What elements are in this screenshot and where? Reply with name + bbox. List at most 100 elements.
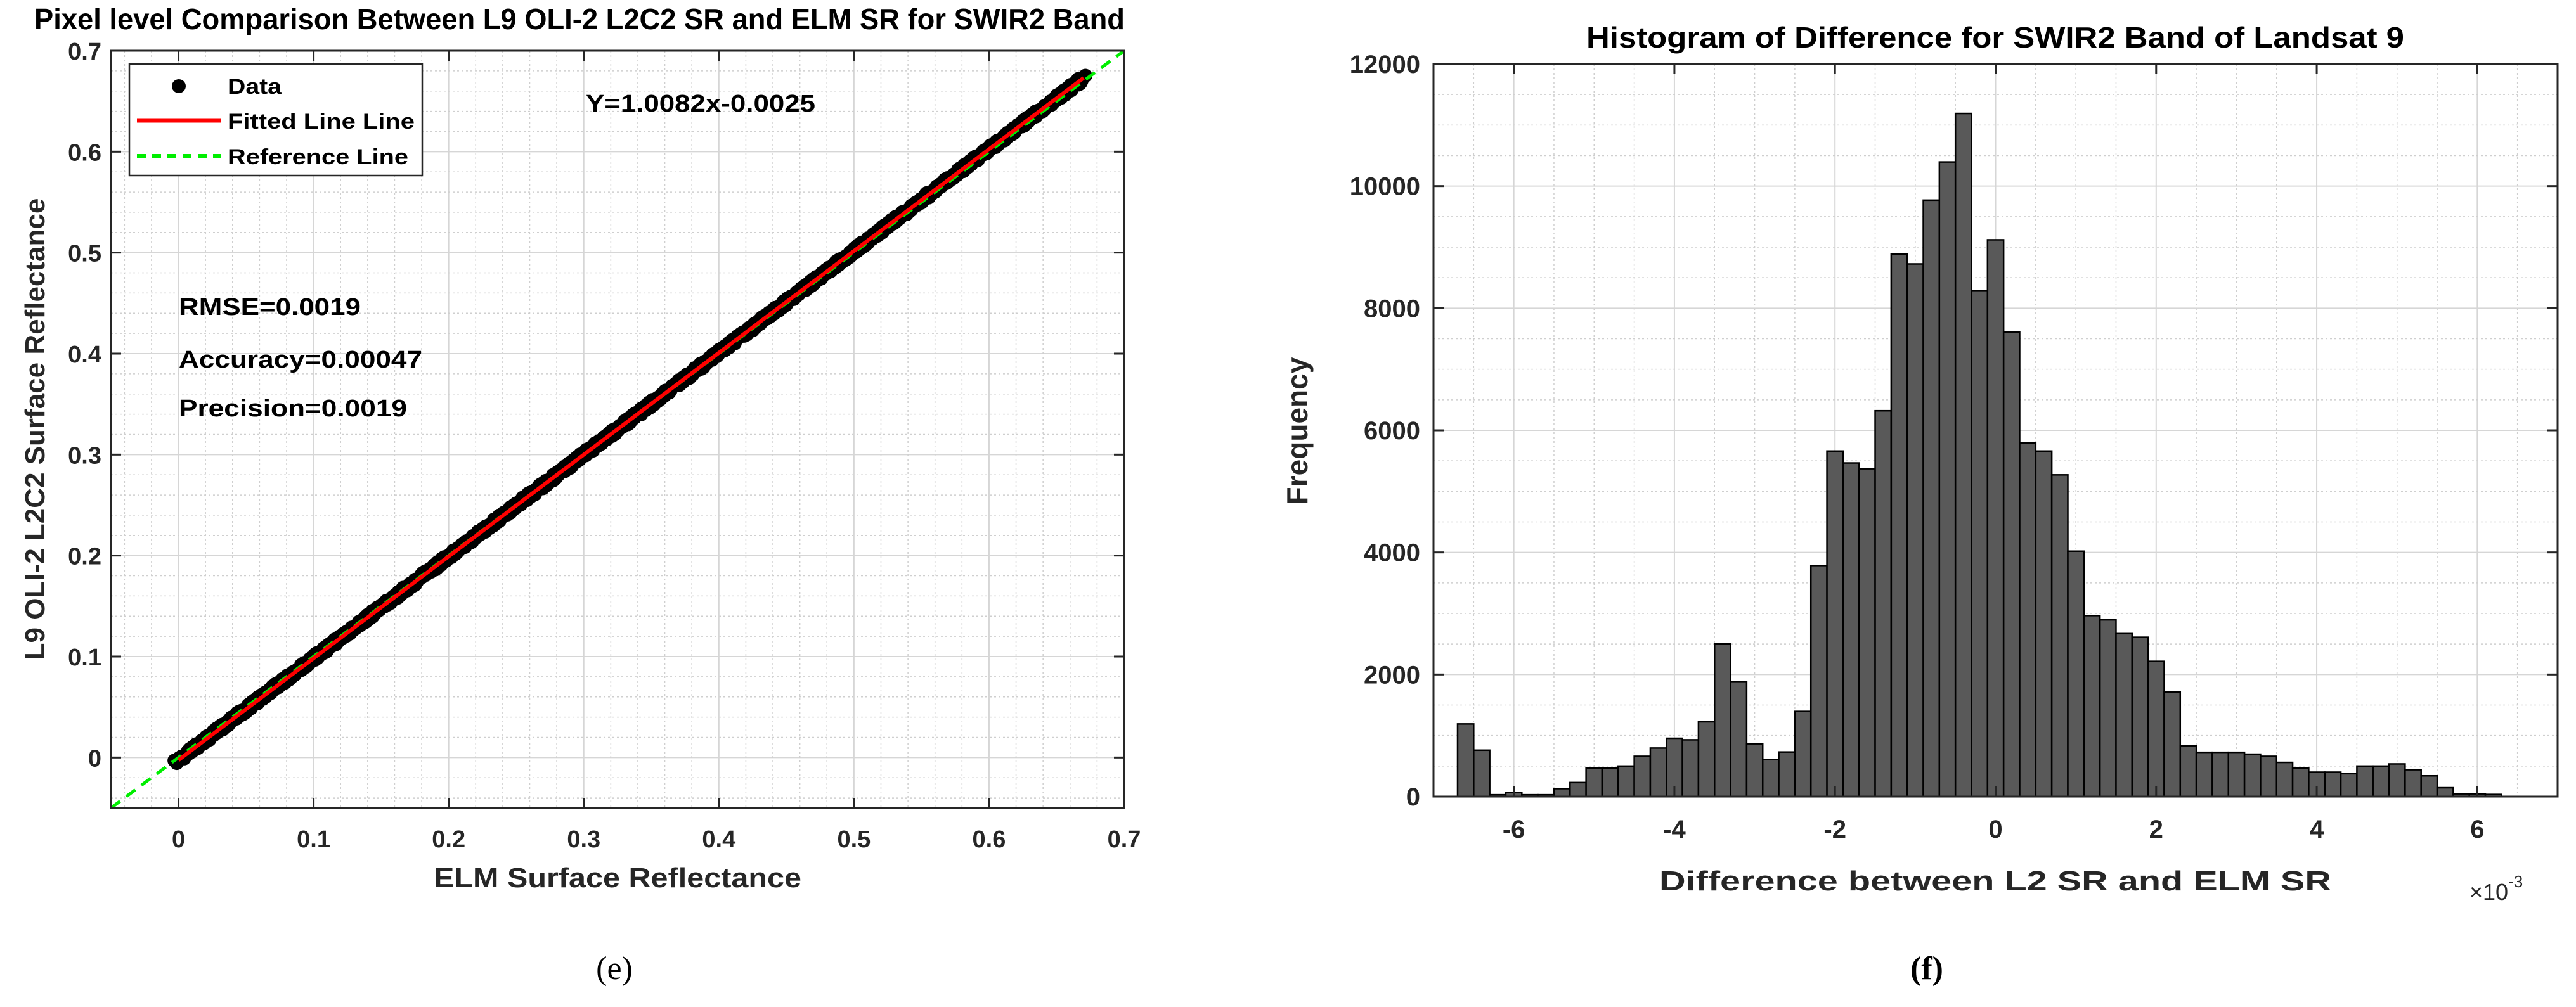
histogram-x-axis-label: Difference between L2 SR and ELM SR [1659, 866, 2331, 897]
scatter-title: Pixel level Comparison Between L9 OLI-2 … [34, 3, 1125, 35]
histogram-bar [1553, 788, 1571, 798]
x-tick-label: 0.6 [973, 826, 1006, 853]
scatter-legend: Data Fitted Line Line Reference Line [128, 63, 424, 177]
y-tick-label: 0 [88, 745, 101, 772]
x-tick-label: 0.7 [1108, 826, 1141, 853]
x-tick-label: 4 [2310, 816, 2324, 843]
histogram-bar [1569, 781, 1587, 798]
histogram-bar [1842, 462, 1860, 798]
histogram-bar [2436, 786, 2454, 798]
x-tick-label: 0 [1988, 816, 2002, 843]
histogram-title: Histogram of Difference for SWIR2 Band o… [1586, 21, 2404, 54]
histogram-y-axis-label: Frequency [1281, 357, 1314, 504]
y-tick-label: 4000 [1364, 539, 1420, 567]
precision-annotation: Precision=0.0019 [179, 395, 407, 422]
y-tick-label: 0.3 [68, 442, 101, 469]
y-tick-label: 0.4 [68, 342, 101, 368]
histogram-bar [1745, 743, 1764, 798]
histogram-bar [1778, 751, 1796, 798]
scatter-chart: 0 0.1 0.2 0.3 0.4 0.5 0.6 0.7 0 0.1 0.2 0.3 0.4 0.5 0.… [20, 3, 1141, 987]
histogram-bar [1601, 767, 1619, 798]
x-axis-exponent: -3 [2508, 872, 2523, 891]
histogram-bar [2147, 660, 2165, 798]
histogram-bar [2243, 753, 2262, 798]
histogram-bar [2372, 765, 2390, 798]
x-tick-label: -6 [1503, 816, 1525, 843]
histogram-bar [2083, 615, 2101, 798]
histogram-bars [1456, 112, 2502, 798]
scatter-x-axis-label: ELM Surface Reflectance [434, 863, 801, 894]
fit-equation: Y=1.0082x-0.0025 [586, 91, 815, 117]
histogram-bar [2050, 474, 2069, 798]
y-tick-label: 0.1 [68, 645, 101, 671]
x-tick-label: 0.3 [567, 826, 600, 853]
scatter-grid [111, 50, 1125, 808]
histogram-bar [1633, 755, 1652, 798]
histogram-bar [1714, 643, 1731, 798]
panel-label-f: (f) [1910, 951, 1943, 987]
x-tick-label: 0.1 [297, 826, 330, 853]
y-tick-label: 0 [1406, 783, 1420, 811]
histogram-bar [2211, 751, 2230, 798]
scatter-y-axis-label: L9 OLI-2 L2C2 Surface Reflectance [20, 198, 51, 660]
histogram-bar [1986, 239, 2005, 798]
legend-label-data: Data [228, 75, 282, 99]
histogram-bar [2002, 331, 2021, 798]
histogram-bar [2420, 774, 2438, 798]
histogram-bar [1649, 747, 1667, 798]
histogram-bar [2356, 765, 2374, 798]
legend-label-fit: Fitted Line Line [228, 110, 415, 134]
x-axis-multiplier: ×10-3 [2469, 872, 2523, 905]
histogram-bar [2035, 450, 2053, 798]
y-tick-label: 10000 [1350, 173, 1420, 201]
histogram-bar [2019, 442, 2037, 798]
histogram-ticks: -6 -4 -2 0 2 4 6 0 2000 4000 6000 8000 10000 12000 [1350, 51, 2558, 843]
histogram-bar [1874, 409, 1893, 798]
histogram-bar [1697, 721, 1716, 798]
histogram-bar [1938, 161, 1957, 798]
x-tick-label: 0.2 [432, 826, 465, 853]
y-tick-label: 0.5 [68, 241, 101, 267]
histogram-chart: -6 -4 -2 0 2 4 6 0 2000 4000 6000 8000 10000 12000 Hi… [1281, 21, 2559, 987]
y-tick-label: 6000 [1364, 417, 1420, 445]
histogram-bar [1761, 759, 1780, 798]
fitted-line [177, 76, 1085, 762]
x-tick-label: -2 [1823, 816, 1846, 843]
histogram-bar [2404, 769, 2422, 798]
histogram-bar [1809, 565, 1828, 798]
y-tick-label: 2000 [1364, 661, 1420, 689]
histogram-bar [2195, 751, 2213, 798]
histogram-bar [1954, 112, 1972, 798]
histogram-bar [2131, 636, 2149, 798]
x-tick-label: 0.4 [702, 826, 735, 853]
x-tick-label: 0.5 [837, 826, 871, 853]
histogram-bar [2099, 619, 2117, 798]
y-tick-label: 0.6 [68, 139, 101, 166]
scatter-axes-box [110, 49, 1125, 809]
histogram-bar [1906, 263, 1924, 798]
y-tick-label: 0.7 [68, 39, 101, 65]
y-tick-label: 8000 [1364, 295, 1420, 323]
histogram-bar [2275, 761, 2294, 798]
histogram-bar [2340, 773, 2358, 798]
x-tick-label: 6 [2470, 816, 2484, 843]
histogram-bar [2227, 751, 2246, 798]
histogram-bar [1890, 253, 1908, 798]
histogram-bar [2115, 632, 2133, 798]
x-tick-label: 2 [2149, 816, 2163, 843]
histogram-bar [2179, 745, 2197, 798]
histogram-bar [1681, 739, 1700, 798]
y-tick-label: 12000 [1350, 51, 1420, 79]
rmse-annotation: RMSE=0.0019 [179, 294, 361, 321]
histogram-bar [2260, 755, 2277, 798]
histogram-bar [2324, 771, 2342, 798]
x-tick-label: -4 [1663, 816, 1686, 843]
x-tick-label: 0 [172, 826, 185, 853]
histogram-bar [1730, 681, 1748, 798]
histogram-bar [1585, 767, 1603, 798]
histogram-bar [1858, 468, 1876, 798]
histogram-bar [1617, 765, 1635, 798]
legend-data-marker [172, 79, 186, 93]
histogram-bar [2163, 691, 2182, 798]
histogram-bar [2291, 767, 2310, 798]
